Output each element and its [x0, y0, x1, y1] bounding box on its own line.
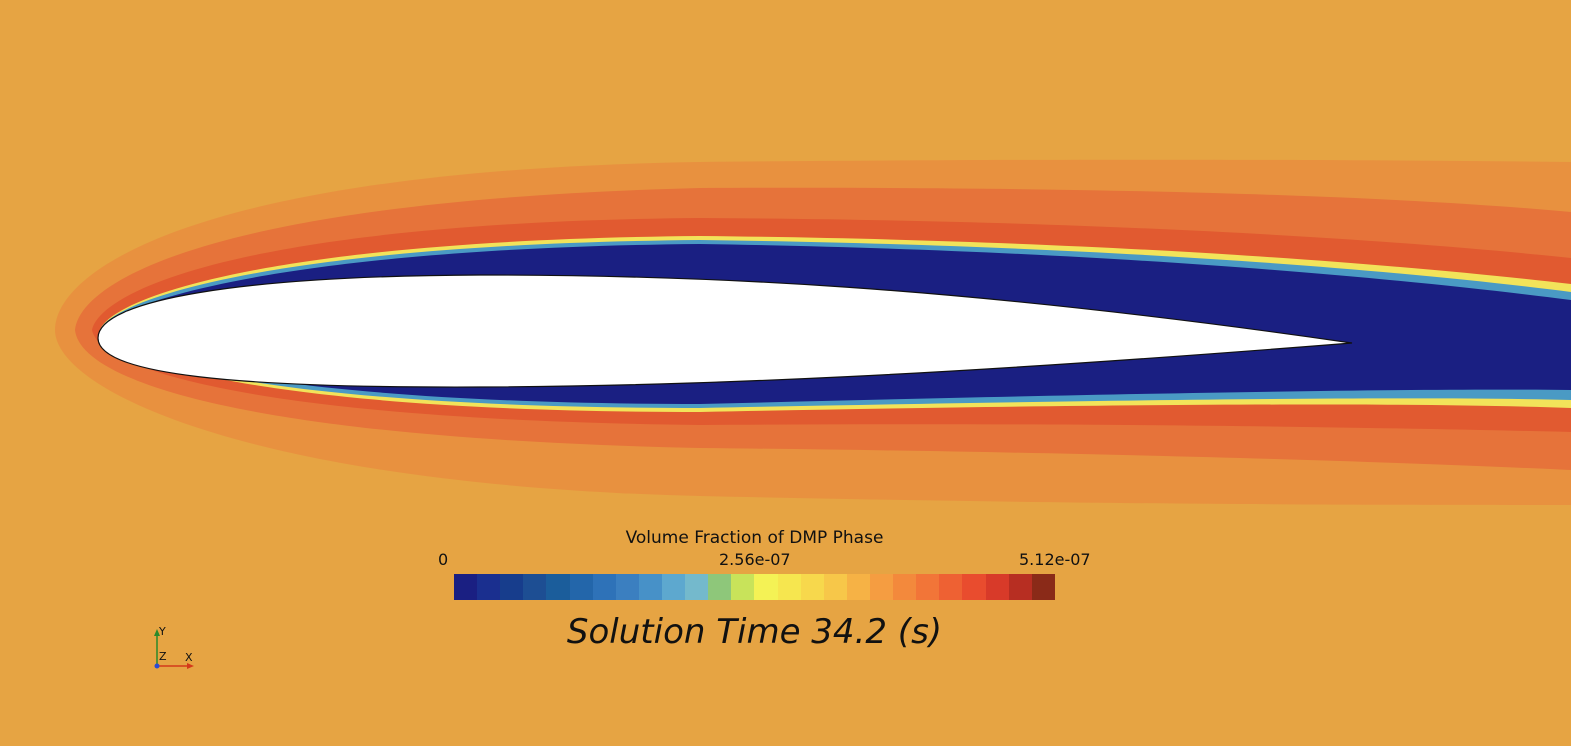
colorbar-swatch-16 [823, 574, 847, 600]
legend-colorbar [454, 574, 1055, 600]
colorbar-swatch-15 [800, 574, 824, 600]
airfoil-surface [97, 274, 1353, 388]
solution-time-label: Solution Time 34.2 (s) [566, 612, 943, 652]
colorbar-swatch-1 [477, 574, 501, 600]
colorbar-swatch-3 [523, 574, 547, 600]
triad-x-label: X [185, 651, 193, 664]
colorbar-swatch-8 [638, 574, 662, 600]
legend-tick-mid: 2.56e-07 [719, 550, 791, 569]
legend-tick-max: 5.12e-07 [1019, 550, 1091, 569]
triad-y-label: Y [158, 625, 166, 638]
colorbar-swatch-5 [569, 574, 593, 600]
colorbar-swatch-11 [708, 574, 732, 600]
colorbar-swatch-13 [754, 574, 778, 600]
colorbar-swatch-22 [962, 574, 986, 600]
colorbar-swatch-7 [615, 574, 639, 600]
colorbar-swatch-18 [869, 574, 894, 600]
colorbar-swatch-14 [777, 574, 801, 600]
colorbar-swatch-9 [661, 574, 686, 600]
colorbar-swatch-10 [685, 574, 709, 600]
colorbar-swatch-2 [500, 574, 524, 600]
colorbar-swatch-23 [985, 574, 1009, 600]
colorbar-swatch-0 [454, 574, 478, 600]
colorbar-swatch-24 [1008, 574, 1032, 600]
colorbar-swatch-4 [546, 574, 570, 600]
legend-title: Volume Fraction of DMP Phase [625, 528, 884, 548]
colorbar-swatch-19 [893, 574, 917, 600]
triad-z-label: Z [159, 650, 167, 663]
colorbar-swatch-25 [1031, 574, 1055, 600]
legend-tick-min: 0 [438, 550, 449, 569]
colorbar-swatch-6 [592, 574, 616, 600]
colorbar-swatch-20 [916, 574, 940, 600]
colorbar-swatch-12 [731, 574, 755, 600]
colorbar-swatch-21 [939, 574, 963, 600]
colorbar-swatch-17 [846, 574, 870, 600]
axis-triad-icon: Y Z X [154, 625, 194, 669]
